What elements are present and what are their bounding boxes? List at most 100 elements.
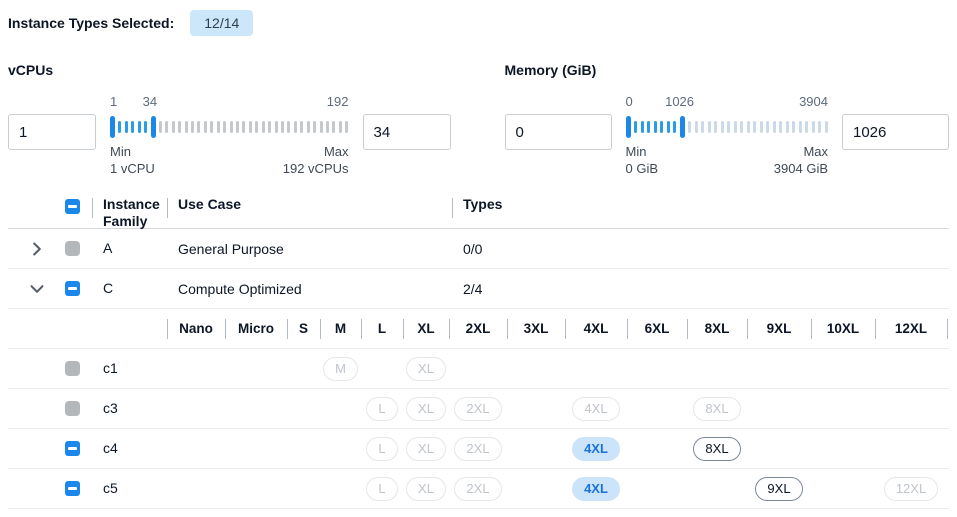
- size-badge-c4-4xl[interactable]: 4XL: [572, 436, 620, 461]
- instance-type-name: c5: [103, 480, 118, 496]
- size-badge-c3-l: L: [366, 396, 398, 421]
- slider-tick: [647, 121, 651, 133]
- slider-tick: [746, 121, 750, 133]
- max-caption: Max 192 vCPUs: [282, 144, 349, 176]
- slider-tick: [274, 121, 278, 133]
- slider-tick: [229, 121, 233, 133]
- size-badge-c4-l: L: [366, 436, 398, 461]
- chevron-down-icon[interactable]: [29, 281, 45, 297]
- size-column-header-micro: Micro: [225, 309, 287, 348]
- slider-tick: [118, 121, 122, 133]
- slider-tick: [811, 121, 815, 133]
- slider-tick: [653, 121, 657, 133]
- indeterminate-dash-icon: [68, 205, 77, 208]
- size-column-header-2xl: 2XL: [449, 309, 507, 348]
- slider-tick: [332, 121, 336, 133]
- slider-tick: [242, 121, 246, 133]
- size-badge-c5-4xl[interactable]: 4XL: [572, 476, 620, 501]
- slider-tick: [158, 121, 162, 133]
- size-badge-c4-8xl[interactable]: 8XL: [693, 436, 741, 461]
- instance-type-name: c1: [103, 360, 118, 376]
- slider-tick: [137, 121, 141, 133]
- slider-tick: [255, 121, 259, 133]
- slider-tick: [785, 121, 789, 133]
- indeterminate-dash-icon: [68, 447, 77, 450]
- size-badge-c5-9xl[interactable]: 9XL: [755, 476, 803, 501]
- type-c4-checkbox[interactable]: [65, 441, 80, 456]
- slider-tick: [798, 121, 802, 133]
- size-column-header-8xl: 8XL: [687, 309, 747, 348]
- slider-tick: [701, 121, 705, 133]
- size-column-header-3xl: 3XL: [507, 309, 565, 348]
- column-divider: [92, 198, 93, 218]
- slider-tick: [753, 121, 757, 133]
- vcpus-max-input[interactable]: [362, 114, 451, 150]
- slider-handle-max[interactable]: [679, 116, 685, 138]
- family-row-c: C Compute Optimized 2/4: [8, 269, 949, 309]
- column-header-use-case: Use Case: [178, 196, 242, 212]
- slider-tick: [733, 121, 737, 133]
- size-column-header-l: L: [361, 309, 403, 348]
- vcpus-slider: 1 34 192 Min 1 vCPU Max 192 vCPUs: [110, 94, 349, 177]
- slider-tick: [325, 121, 329, 133]
- slider-tick: [280, 121, 284, 133]
- slider-tick: [293, 121, 297, 133]
- selected-count-badge: 12/14: [190, 10, 254, 36]
- type-c5-checkbox[interactable]: [65, 481, 80, 496]
- vcpus-slider-track[interactable]: [110, 114, 349, 140]
- memory-max-input[interactable]: [842, 114, 949, 150]
- slider-tick: [666, 121, 670, 133]
- size-badge-c1-xl: XL: [406, 356, 446, 381]
- scale-max-label: 192: [326, 94, 349, 109]
- memory-min-input[interactable]: [504, 114, 612, 150]
- min-caption: Min 1 vCPU: [110, 144, 155, 176]
- family-a-checkbox: [65, 241, 80, 256]
- slider-tick: [300, 121, 304, 133]
- slider-tick: [223, 121, 227, 133]
- chevron-right-icon[interactable]: [29, 241, 45, 257]
- scale-handle-label: 1026: [665, 94, 695, 109]
- type-row-c4: c4 L XL 2XL 4XL 8XL: [8, 429, 949, 469]
- size-badge-c1-m: M: [323, 356, 358, 381]
- select-all-checkbox[interactable]: [65, 199, 80, 214]
- size-column-header-4xl: 4XL: [565, 309, 627, 348]
- slider-tick: [313, 121, 317, 133]
- indeterminate-dash-icon: [68, 487, 77, 490]
- slider-tick: [216, 121, 220, 133]
- column-header-types: Types: [463, 196, 503, 212]
- slider-tick: [660, 121, 664, 133]
- slider-tick: [191, 121, 195, 133]
- instance-type-name: c3: [103, 400, 118, 416]
- slider-handle-min[interactable]: [625, 116, 631, 138]
- scale-min-label: 0: [625, 94, 633, 109]
- slider-handle-max[interactable]: [150, 116, 156, 138]
- vcpus-min-input[interactable]: [8, 114, 96, 150]
- scale-max-label: 3904: [799, 94, 828, 109]
- size-badge-c5-2xl: 2XL: [454, 476, 502, 501]
- slider-tick: [184, 121, 188, 133]
- slider-tick: [171, 121, 175, 133]
- slider-tick: [178, 121, 182, 133]
- size-column-header-6xl: 6XL: [627, 309, 687, 348]
- slider-handle-min[interactable]: [110, 116, 115, 138]
- slider-tick: [759, 121, 763, 133]
- family-use-case: Compute Optimized: [178, 280, 302, 297]
- family-use-case: General Purpose: [178, 240, 284, 257]
- size-badge-c3-4xl: 4XL: [572, 396, 620, 421]
- slider-tick: [287, 121, 291, 133]
- size-column-header-9xl: 9XL: [747, 309, 811, 348]
- memory-slider-track[interactable]: [625, 114, 829, 140]
- size-badge-c5-12xl: 12XL: [883, 476, 939, 501]
- slider-tick: [707, 121, 711, 133]
- family-c-checkbox[interactable]: [65, 281, 80, 296]
- slider-tick: [727, 121, 731, 133]
- size-badge-c3-xl: XL: [406, 396, 446, 421]
- instance-type-name: c4: [103, 440, 118, 456]
- slider-tick: [792, 121, 796, 133]
- slider-tick: [165, 121, 169, 133]
- max-caption: Max 3904 GiB: [773, 144, 828, 176]
- slider-tick: [805, 121, 809, 133]
